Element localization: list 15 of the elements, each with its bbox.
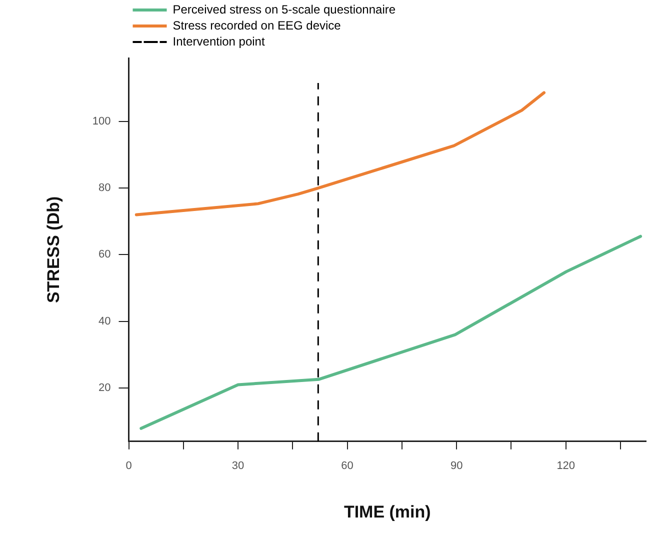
x-tick-label: 0 bbox=[126, 460, 132, 472]
y-tick-label: 80 bbox=[98, 182, 111, 194]
x-tick-label: 30 bbox=[232, 460, 244, 472]
legend-label: Perceived stress on 5-scale questionnaire bbox=[172, 2, 396, 16]
y-tick-label: 100 bbox=[92, 115, 111, 128]
y-tick-label: 40 bbox=[98, 315, 111, 328]
legend-label: Intervention point bbox=[172, 34, 266, 48]
y-axis-title: STRESS (Db) bbox=[44, 196, 63, 304]
x-tick-label: 60 bbox=[341, 460, 354, 472]
x-axis-title: TIME (min) bbox=[344, 502, 431, 522]
x-tick-label: 90 bbox=[450, 460, 463, 472]
y-tick-label: 20 bbox=[98, 382, 111, 394]
y-tick-label: 60 bbox=[98, 248, 111, 261]
x-tick-label: 120 bbox=[556, 460, 576, 472]
legend-label: Stress recorded on EEG device bbox=[172, 18, 342, 32]
